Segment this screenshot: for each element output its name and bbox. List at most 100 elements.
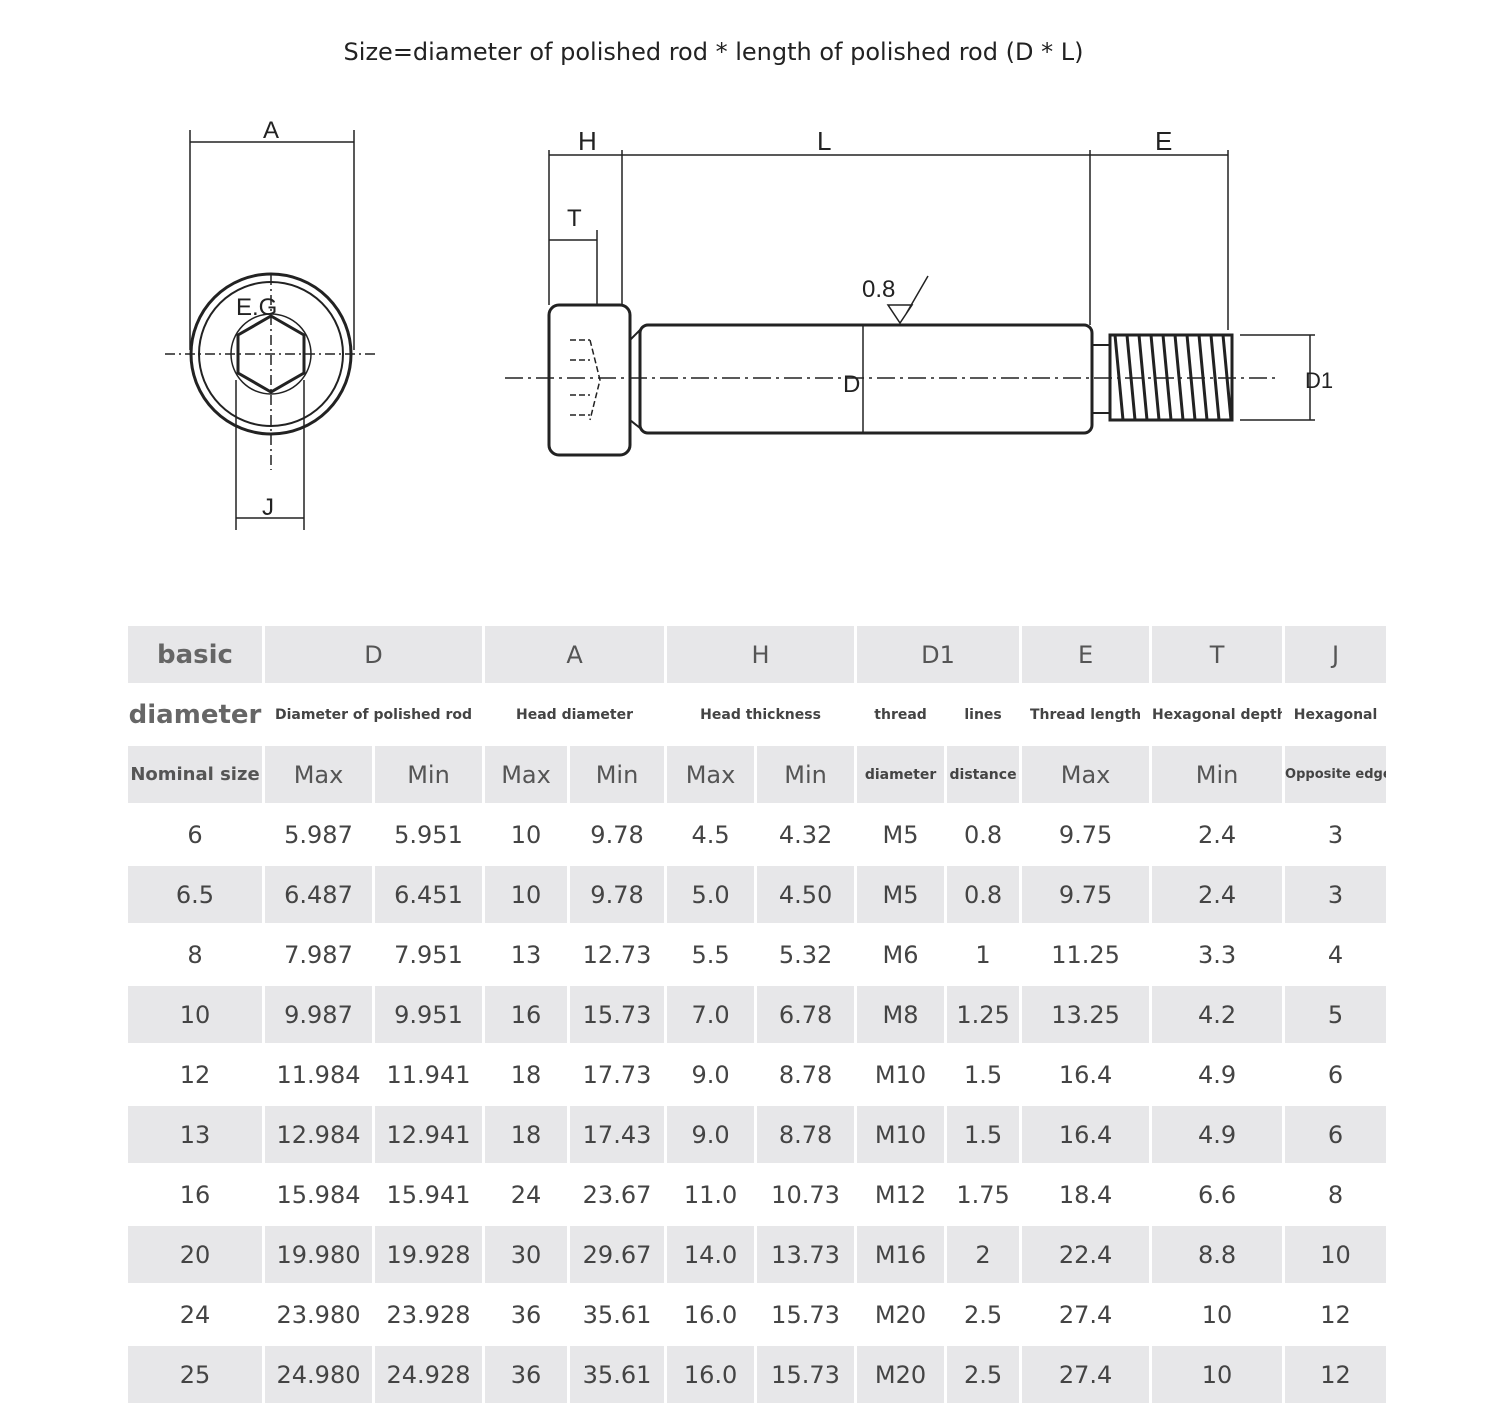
header-cell: Min — [375, 746, 483, 803]
table-cell: 10 — [485, 806, 568, 863]
table-cell: 4 — [1285, 926, 1387, 983]
table-cell: 6.78 — [757, 986, 855, 1043]
label-d: D — [843, 371, 860, 398]
table-cell: 35.61 — [570, 1346, 665, 1403]
header-cell: diameter — [857, 746, 945, 803]
table-cell: 24.928 — [375, 1346, 483, 1403]
table-cell: 1 — [947, 926, 1020, 983]
table-cell: 23.980 — [265, 1286, 372, 1343]
side-view: H L E T 0.8 D D1 — [505, 126, 1333, 457]
table-cell: 8 — [128, 926, 262, 983]
label-eg: E.G — [236, 294, 277, 321]
table-cell: 10.73 — [757, 1166, 855, 1223]
table-cell: 13 — [128, 1106, 262, 1163]
roughness-label: 0.8 — [862, 276, 895, 303]
table-cell: 16.0 — [667, 1346, 755, 1403]
header-cell: Max — [1022, 746, 1150, 803]
table-row: 16 15.984 15.941 24 23.67 11.0 10.73 M12 1.75 18.… — [128, 1166, 1387, 1223]
table-cell: 9.0 — [667, 1106, 755, 1163]
table-row: 8 7.987 7.951 13 12.73 5.5 5.32 M6 1 11.25 3.3 4 — [128, 926, 1387, 983]
header-cell: Head thickness — [667, 686, 855, 743]
table-cell: 5.987 — [265, 806, 372, 863]
label-d1: D1 — [1305, 368, 1333, 393]
table-cell: 20 — [128, 1226, 262, 1283]
table-cell: 11.941 — [375, 1046, 483, 1103]
table-cell: 1.25 — [947, 986, 1020, 1043]
header-cell: thread — [857, 686, 945, 743]
header-cell: H — [667, 626, 855, 683]
table-cell: 0.8 — [947, 866, 1020, 923]
table-cell: 11.0 — [667, 1166, 755, 1223]
table-cell: 5.5 — [667, 926, 755, 983]
table-cell: 4.2 — [1152, 986, 1283, 1043]
label-e: E — [1155, 126, 1172, 156]
table-cell: 3.3 — [1152, 926, 1283, 983]
table-cell: M8 — [857, 986, 945, 1043]
table-cell: 5.32 — [757, 926, 855, 983]
table-cell: M20 — [857, 1286, 945, 1343]
header-cell: Diameter of polished rod — [265, 686, 483, 743]
table-cell: 18.4 — [1022, 1166, 1150, 1223]
table-cell: M16 — [857, 1226, 945, 1283]
table-cell: 5.951 — [375, 806, 483, 863]
table-cell: 4.32 — [757, 806, 855, 863]
header-cell: Min — [1152, 746, 1283, 803]
table-cell: 27.4 — [1022, 1286, 1150, 1343]
table-cell: 13.25 — [1022, 986, 1150, 1043]
table-row: 20 19.980 19.928 30 29.67 14.0 13.73 M16 2 22.4 8.… — [128, 1226, 1387, 1283]
table-cell: 9.78 — [570, 866, 665, 923]
table-cell: 8.78 — [757, 1106, 855, 1163]
header-row-1: basic D A H D1 E T J — [128, 626, 1387, 683]
table-cell: 24 — [128, 1286, 262, 1343]
table-cell: 8.8 — [1152, 1226, 1283, 1283]
table-cell: 11.984 — [265, 1046, 372, 1103]
table-row: 24 23.980 23.928 36 35.61 16.0 15.73 M20 2.5 27.4… — [128, 1286, 1387, 1343]
table-cell: 14.0 — [667, 1226, 755, 1283]
table-cell: 17.73 — [570, 1046, 665, 1103]
table-cell: 24 — [485, 1166, 568, 1223]
header-cell: A — [485, 626, 665, 683]
header-cell: Min — [757, 746, 855, 803]
table-row: 13 12.984 12.941 18 17.43 9.0 8.78 M10 1.5 16.4 4.… — [128, 1106, 1387, 1163]
table-cell: 9.78 — [570, 806, 665, 863]
table-cell: 4.9 — [1152, 1046, 1283, 1103]
table-cell: 18 — [485, 1046, 568, 1103]
header-cell: Opposite edge — [1285, 746, 1387, 803]
table-cell: 9.0 — [667, 1046, 755, 1103]
table-cell: 10 — [485, 866, 568, 923]
header-cell: diameter — [128, 686, 262, 743]
shoulder-screw-drawing: A E.G J H L E T 0.8 D D1 — [165, 117, 1333, 530]
table-cell: 11.25 — [1022, 926, 1150, 983]
table-cell: 5.0 — [667, 866, 755, 923]
dimension-table: basic D A H D1 E T J diameter Diameter o… — [125, 623, 1389, 1406]
table-cell: 16 — [128, 1166, 262, 1223]
table-cell: 27.4 — [1022, 1346, 1150, 1403]
table-cell: 10 — [1285, 1226, 1387, 1283]
table-cell: 22.4 — [1022, 1226, 1150, 1283]
header-cell: E — [1022, 626, 1150, 683]
table-cell: 15.941 — [375, 1166, 483, 1223]
header-cell: J — [1285, 626, 1387, 683]
header-cell: distance — [947, 746, 1020, 803]
table-cell: 7.987 — [265, 926, 372, 983]
table-cell: 2.5 — [947, 1286, 1020, 1343]
table-cell: 13.73 — [757, 1226, 855, 1283]
header-cell: D1 — [857, 626, 1020, 683]
table-cell: 9.75 — [1022, 806, 1150, 863]
table-cell: 16.4 — [1022, 1046, 1150, 1103]
table-cell: M10 — [857, 1046, 945, 1103]
table-cell: M12 — [857, 1166, 945, 1223]
header-cell: Hexagonal — [1285, 686, 1387, 743]
table-cell: 18 — [485, 1106, 568, 1163]
table-cell: 6 — [1285, 1046, 1387, 1103]
table-cell: 25 — [128, 1346, 262, 1403]
table-cell: 2 — [947, 1226, 1020, 1283]
label-t: T — [567, 205, 582, 232]
table-cell: M10 — [857, 1106, 945, 1163]
table-cell: 2.5 — [947, 1346, 1020, 1403]
header-cell: Max — [265, 746, 372, 803]
table-cell: 13 — [485, 926, 568, 983]
table-cell: 15.73 — [757, 1346, 855, 1403]
table-cell: 2.4 — [1152, 806, 1283, 863]
header-cell: Thread length — [1022, 686, 1150, 743]
